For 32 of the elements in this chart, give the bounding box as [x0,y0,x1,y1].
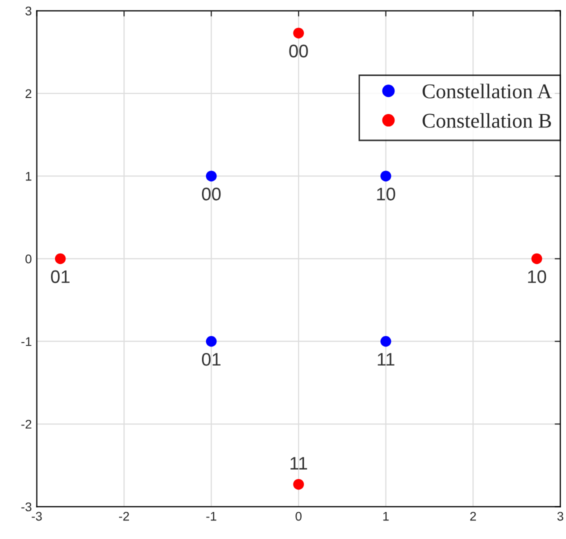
point [293,478,304,490]
annotation: 10 [528,270,546,284]
point [206,170,217,182]
x-tick-label: 1 [383,512,389,521]
annotation: 11 [290,457,308,470]
y-tick-label: 0 [25,254,32,264]
x-tick-label: 3 [557,512,564,521]
annotation: 01 [202,352,220,366]
y-tick-label: -1 [21,337,32,346]
y-tick-label: 2 [26,89,32,98]
y-tick-label: 1 [26,172,32,181]
legend-label: Constellation A [422,84,552,98]
legend-label: Constellation B [422,113,551,128]
annotation: 00 [289,44,308,58]
point [293,28,304,38]
y-tick-label: 3 [25,6,32,16]
point [206,336,217,347]
y-tick-label: -3 [21,502,32,512]
x-tick-label: -2 [119,512,129,521]
x-tick-label: 0 [296,512,302,521]
annotation: 11 [378,353,394,366]
point [531,253,542,264]
annotation: 01 [51,270,70,284]
point [380,170,392,182]
x-tick-label: -3 [32,512,42,521]
annotation: 00 [202,188,221,200]
y-tick-label: -2 [21,420,32,429]
point [380,336,392,347]
annotation: 10 [377,188,396,200]
point [54,253,66,264]
x-tick-label: 2 [470,512,476,521]
x-tick-label: -1 [206,512,216,521]
